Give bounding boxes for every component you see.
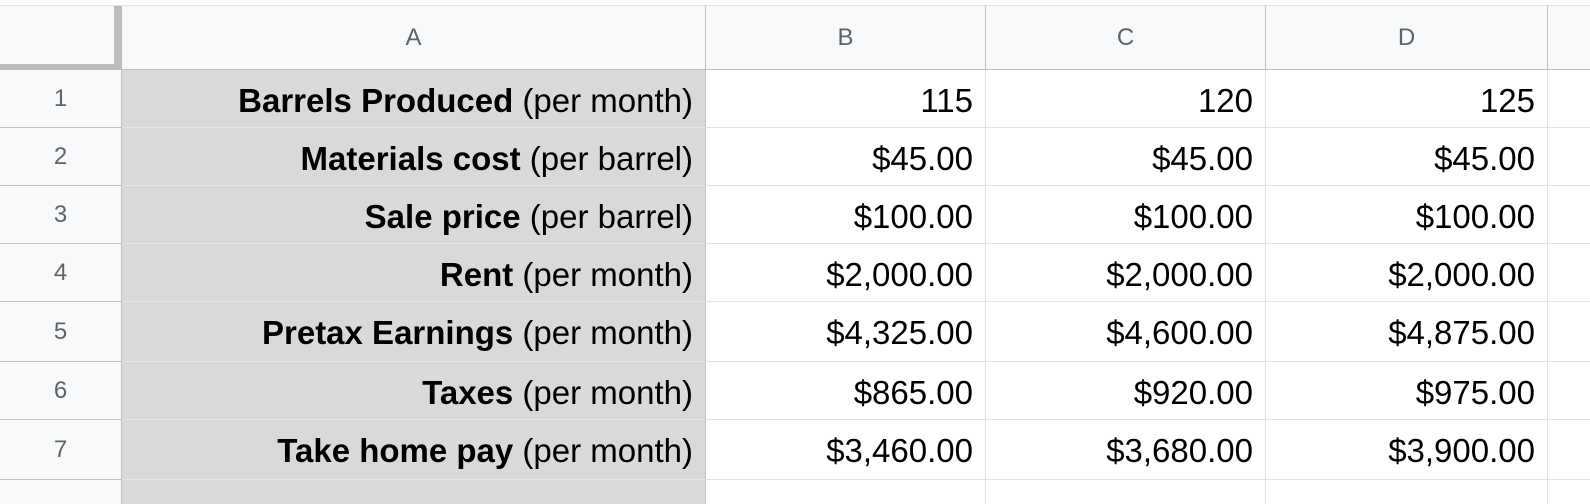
cell-a1-bold: Barrels Produced	[238, 82, 514, 119]
top-edge	[0, 0, 1590, 6]
cell-c2[interactable]: $45.00	[986, 128, 1266, 186]
cell-c4[interactable]: $2,000.00	[986, 244, 1266, 302]
cell-c6[interactable]: $920.00	[986, 362, 1266, 420]
cell-e7-partial[interactable]	[1548, 420, 1590, 480]
column-header-d[interactable]: D	[1266, 6, 1548, 70]
cell-e8-partial[interactable]	[1548, 480, 1590, 504]
cell-a5-rest: (per month)	[513, 314, 693, 351]
cell-b2[interactable]: $45.00	[706, 128, 986, 186]
cell-a7[interactable]: Take home pay (per month)	[122, 420, 706, 480]
cell-b8-partial[interactable]	[706, 480, 986, 504]
cell-d4[interactable]: $2,000.00	[1266, 244, 1548, 302]
row-header-1[interactable]: 1	[0, 70, 122, 128]
column-header-a[interactable]: A	[122, 6, 706, 70]
cell-a7-rest: (per month)	[513, 432, 693, 469]
row-header-4[interactable]: 4	[0, 244, 122, 302]
cell-c8-partial[interactable]	[986, 480, 1266, 504]
row-header-2[interactable]: 2	[0, 128, 122, 186]
row-header-6[interactable]: 6	[0, 362, 122, 420]
select-all-corner[interactable]	[0, 6, 122, 70]
cell-a1[interactable]: Barrels Produced (per month)	[122, 70, 706, 128]
cell-a4[interactable]: Rent (per month)	[122, 244, 706, 302]
cell-a5-bold: Pretax Earnings	[261, 314, 514, 351]
column-header-e-partial[interactable]	[1548, 6, 1590, 70]
cell-e4-partial[interactable]	[1548, 244, 1590, 302]
cell-a2-rest: (per barrel)	[520, 140, 693, 177]
column-header-c[interactable]: C	[986, 6, 1266, 70]
cell-a7-bold: Take home pay	[277, 432, 514, 469]
row-header-8-partial[interactable]	[0, 480, 122, 504]
cell-e6-partial[interactable]	[1548, 362, 1590, 420]
cell-a6-bold: Taxes	[422, 374, 514, 411]
cell-a8-partial[interactable]	[122, 480, 706, 504]
cell-b7[interactable]: $3,460.00	[706, 420, 986, 480]
freeze-column-handle[interactable]	[114, 6, 122, 70]
cell-d5[interactable]: $4,875.00	[1266, 302, 1548, 362]
cell-a1-rest: (per month)	[513, 82, 693, 119]
row-header-5[interactable]: 5	[0, 302, 122, 362]
cell-a3[interactable]: Sale price (per barrel)	[122, 186, 706, 244]
cell-e5-partial[interactable]	[1548, 302, 1590, 362]
cell-c3[interactable]: $100.00	[986, 186, 1266, 244]
cell-d8-partial[interactable]	[1266, 480, 1548, 504]
cell-a3-rest: (per barrel)	[520, 198, 693, 235]
cell-c1[interactable]: 120	[986, 70, 1266, 128]
cell-d2[interactable]: $45.00	[1266, 128, 1548, 186]
cell-b1[interactable]: 115	[706, 70, 986, 128]
cell-e3-partial[interactable]	[1548, 186, 1590, 244]
cell-a4-bold: Rent	[439, 256, 514, 293]
cell-a5[interactable]: Pretax Earnings (per month)	[122, 302, 706, 362]
cell-d1[interactable]: 125	[1266, 70, 1548, 128]
cell-d7[interactable]: $3,900.00	[1266, 420, 1548, 480]
cell-a3-bold: Sale price	[364, 198, 521, 235]
cell-b5[interactable]: $4,325.00	[706, 302, 986, 362]
cell-a6-rest: (per month)	[513, 374, 693, 411]
column-header-b[interactable]: B	[706, 6, 986, 70]
cell-d6[interactable]: $975.00	[1266, 362, 1548, 420]
column-header-row: A B C D	[0, 6, 1590, 70]
cell-b4[interactable]: $2,000.00	[706, 244, 986, 302]
row-header-3[interactable]: 3	[0, 186, 122, 244]
cell-a2[interactable]: Materials cost (per barrel)	[122, 128, 706, 186]
cell-a6[interactable]: Taxes (per month)	[122, 362, 706, 420]
row-header-7[interactable]: 7	[0, 420, 122, 480]
cell-a2-bold: Materials cost	[300, 140, 521, 177]
cell-b3[interactable]: $100.00	[706, 186, 986, 244]
cell-b6[interactable]: $865.00	[706, 362, 986, 420]
cell-d3[interactable]: $100.00	[1266, 186, 1548, 244]
cell-c7[interactable]: $3,680.00	[986, 420, 1266, 480]
cell-a4-rest: (per month)	[513, 256, 693, 293]
cell-c5[interactable]: $4,600.00	[986, 302, 1266, 362]
cell-e1-partial[interactable]	[1548, 70, 1590, 128]
cell-e2-partial[interactable]	[1548, 128, 1590, 186]
